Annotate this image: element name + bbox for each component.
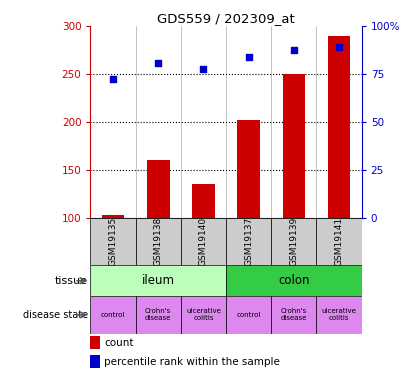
Bar — [226, 217, 271, 266]
Text: colon: colon — [278, 274, 309, 287]
Text: ulcerative
colitis: ulcerative colitis — [322, 308, 356, 321]
Text: disease state: disease state — [23, 310, 88, 320]
Bar — [238, 120, 260, 218]
Bar — [271, 296, 316, 334]
Bar — [271, 217, 316, 266]
Bar — [328, 36, 350, 218]
Text: ulcerative
colitis: ulcerative colitis — [186, 308, 221, 321]
Bar — [136, 296, 181, 334]
Bar — [316, 296, 362, 334]
Text: GSM19139: GSM19139 — [289, 217, 298, 266]
Text: GSM19141: GSM19141 — [335, 217, 344, 266]
Bar — [90, 266, 226, 296]
Text: Crohn's
disease: Crohn's disease — [281, 308, 307, 321]
Text: GSM19135: GSM19135 — [109, 217, 118, 266]
Bar — [226, 296, 271, 334]
Bar — [90, 296, 136, 334]
Point — [110, 76, 116, 82]
Bar — [147, 160, 169, 218]
Text: GSM19138: GSM19138 — [154, 217, 163, 266]
Text: GSM19140: GSM19140 — [199, 217, 208, 266]
Point — [336, 44, 342, 50]
Text: GSM19137: GSM19137 — [244, 217, 253, 266]
Bar — [102, 214, 125, 217]
Text: percentile rank within the sample: percentile rank within the sample — [104, 357, 280, 367]
Bar — [192, 184, 215, 218]
Text: count: count — [104, 338, 134, 348]
Title: GDS559 / 202309_at: GDS559 / 202309_at — [157, 12, 295, 25]
Text: control: control — [101, 312, 125, 318]
Bar — [90, 217, 136, 266]
Bar — [181, 296, 226, 334]
Text: ileum: ileum — [142, 274, 175, 287]
Text: Crohn's
disease: Crohn's disease — [145, 308, 171, 321]
Point — [291, 47, 297, 53]
Bar — [136, 217, 181, 266]
Point — [200, 66, 207, 72]
Text: control: control — [236, 312, 261, 318]
Bar — [90, 355, 100, 368]
Point — [155, 60, 162, 66]
Point — [245, 54, 252, 60]
Text: tissue: tissue — [55, 276, 88, 286]
Bar — [226, 266, 362, 296]
Bar — [283, 74, 305, 217]
Bar — [316, 217, 362, 266]
Bar — [181, 217, 226, 266]
Bar — [90, 336, 100, 350]
